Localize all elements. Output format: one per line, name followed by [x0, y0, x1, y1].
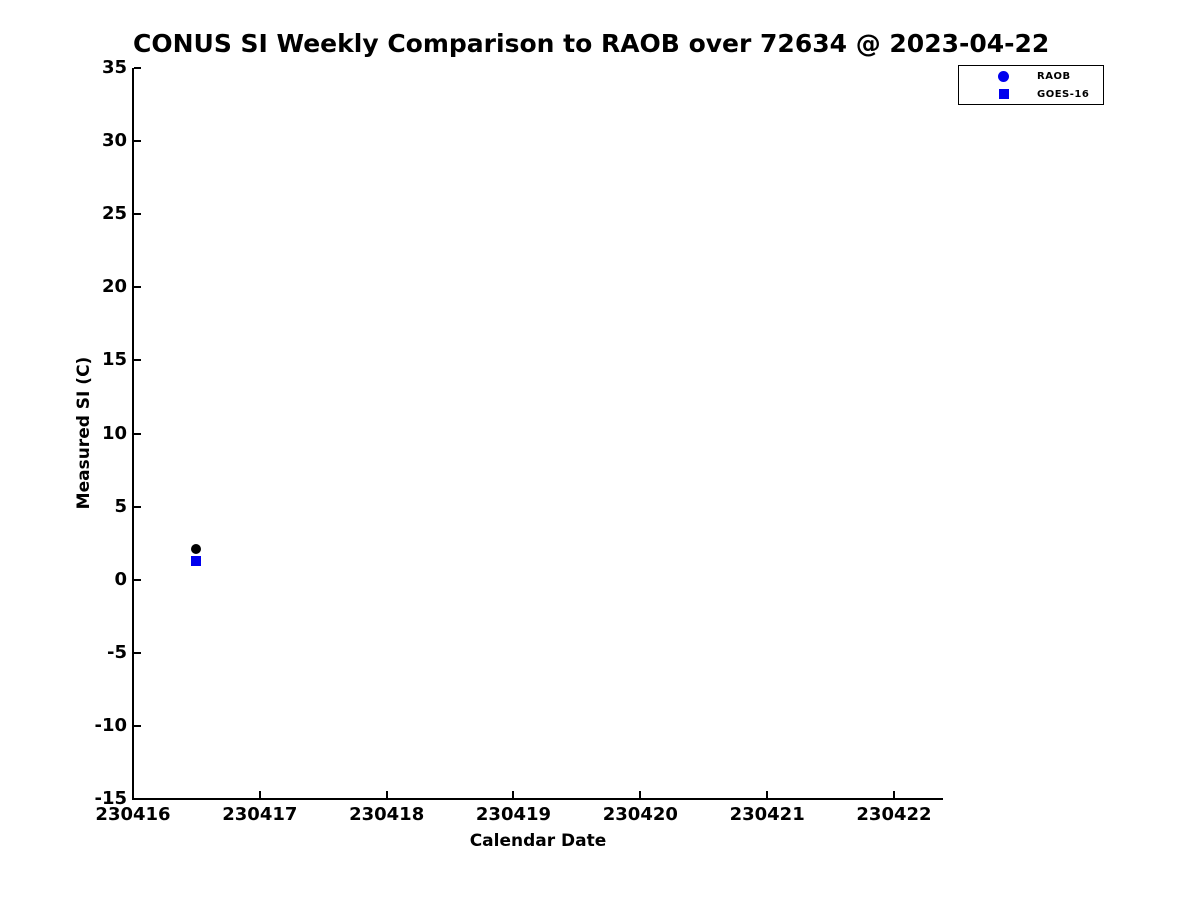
x-tick: [892, 791, 895, 798]
y-tick-label: 0: [114, 568, 127, 590]
y-tick-label: 20: [101, 276, 127, 298]
x-tick-label: 230418: [349, 804, 425, 825]
y-tick-label: -10: [94, 714, 127, 736]
x-tick-label: 230422: [856, 804, 932, 825]
legend-label: GOES-16: [1037, 88, 1090, 100]
chart-title: CONUS SI Weekly Comparison to RAOB over …: [133, 29, 1050, 58]
x-tick: [385, 791, 388, 798]
y-tick: [134, 213, 141, 216]
x-tick-label: 230419: [475, 804, 552, 825]
y-tick-label: -5: [107, 641, 127, 663]
y-tick: [134, 432, 141, 435]
legend-item-raob: RAOB: [959, 68, 1103, 84]
y-tick-label: 35: [101, 57, 127, 78]
x-axis-line: [132, 798, 943, 800]
x-axis-label: Calendar Date: [469, 831, 607, 851]
x-tick: [766, 791, 769, 798]
x-tick: [512, 791, 515, 798]
y-tick: [134, 724, 141, 727]
raob-marker-icon: [998, 70, 1009, 82]
y-tick-label: 10: [101, 422, 127, 444]
y-tick: [134, 67, 141, 69]
x-tick-label: 230417: [222, 804, 298, 825]
y-tick: [134, 578, 141, 581]
y-tick-label: 15: [101, 349, 127, 371]
legend-item-goes-16: GOES-16: [959, 86, 1103, 102]
y-tick-label: 5: [114, 495, 127, 517]
legend: RAOB GOES-16: [958, 65, 1104, 105]
x-tick: [258, 791, 261, 798]
goes-16-marker-icon: [998, 89, 1009, 99]
y-tick-label: 30: [101, 130, 127, 152]
y-tick: [134, 651, 141, 654]
x-tick-label: 230416: [95, 804, 171, 825]
y-axis-line: [132, 68, 134, 800]
y-tick: [134, 140, 141, 143]
y-tick-label: 25: [101, 203, 127, 225]
x-tick-label: 230421: [729, 804, 805, 825]
x-tick-label: 230420: [602, 804, 678, 825]
x-tick: [639, 791, 642, 798]
data-point-raob: [191, 543, 202, 554]
y-tick-label: -15: [94, 788, 127, 809]
legend-label: RAOB: [1037, 70, 1071, 82]
data-point-goes-16: [191, 556, 202, 567]
y-tick: [134, 286, 141, 289]
y-tick: [134, 505, 141, 508]
y-tick: [134, 798, 141, 800]
y-tick: [134, 359, 141, 362]
x-tick: [132, 791, 134, 798]
